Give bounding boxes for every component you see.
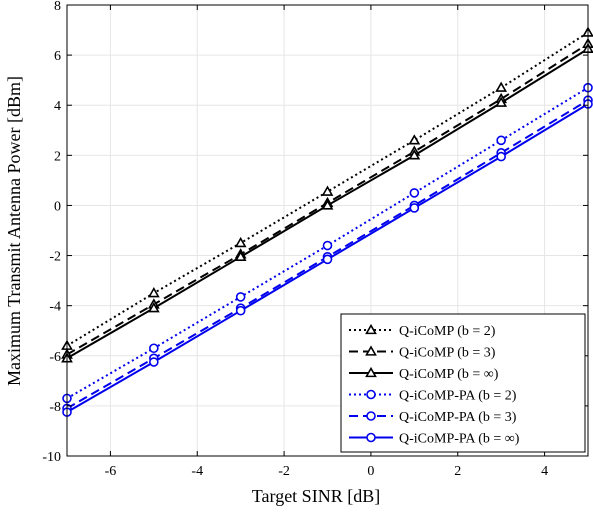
data-point — [234, 236, 247, 248]
legend-item: Q-iCoMP-PA (b = ∞) — [349, 432, 520, 447]
data-point — [408, 134, 421, 145]
x-tick-label: 4 — [541, 464, 548, 479]
y-tick-label: -6 — [49, 350, 61, 365]
y-tick-label: 4 — [54, 99, 61, 114]
legend-label: Q-iCoMP (b = 2) — [399, 324, 496, 339]
data-point — [409, 188, 420, 198]
series-6 — [62, 99, 593, 417]
legend-item: Q-iCoMP (b = 3) — [349, 345, 496, 361]
y-tick-label: -4 — [49, 300, 61, 315]
legend-marker — [366, 411, 376, 421]
data-point — [496, 151, 506, 162]
data-point — [322, 254, 333, 265]
x-tick-label: 0 — [367, 464, 374, 479]
data-point — [149, 343, 159, 354]
legend-item: Q-iCoMP-PA (b = 2) — [349, 389, 517, 404]
legend-label: Q-iCoMP-PA (b = ∞) — [399, 432, 520, 447]
data-point — [409, 203, 420, 213]
x-axis-label: Target SINR [dB] — [252, 486, 380, 506]
data-point — [408, 149, 421, 160]
data-point — [496, 135, 506, 146]
data-point — [321, 199, 334, 210]
series-layer — [61, 26, 593, 417]
series-2 — [61, 37, 593, 359]
legend-marker — [366, 389, 376, 400]
legend-label: Q-iCoMP-PA (b = 3) — [399, 410, 517, 425]
y-axis-label: Maximum Transmit Antenna Power [dBm] — [4, 76, 24, 386]
legend-label: Q-iCoMP-PA (b = 2) — [399, 389, 517, 404]
legend-item: Q-iCoMP (b = 2) — [349, 323, 496, 339]
data-point — [235, 305, 246, 316]
data-point — [147, 287, 160, 298]
legend-item: Q-iCoMP (b = ∞) — [349, 366, 499, 382]
legend-label: Q-iCoMP (b = 3) — [399, 346, 496, 361]
y-tick-label: 8 — [54, 0, 61, 14]
legend-label: Q-iCoMP (b = ∞) — [399, 367, 499, 382]
legend-marker — [365, 366, 377, 378]
data-point — [234, 250, 247, 261]
y-tick-label: 2 — [54, 149, 61, 164]
legend: Q-iCoMP (b = 2) Q-iCoMP (b = 3) Q-iCoMP (b… — [340, 313, 586, 453]
y-tick-label: -10 — [42, 450, 61, 465]
data-point — [235, 292, 246, 302]
data-point — [149, 357, 159, 367]
x-tick-label: -4 — [191, 464, 203, 479]
legend-marker — [366, 432, 376, 443]
legend-box — [340, 313, 586, 453]
legend-item: Q-iCoMP-PA (b = 3) — [349, 410, 517, 425]
data-point — [495, 81, 508, 92]
y-tick-label: -2 — [49, 250, 61, 265]
data-point — [495, 96, 508, 107]
y-tick-label: 0 — [54, 199, 61, 214]
series-1 — [61, 26, 593, 350]
x-tick-label: 2 — [454, 464, 461, 479]
data-point — [321, 185, 334, 196]
data-point — [322, 240, 333, 251]
plot-frame — [66, 4, 589, 457]
y-tick-label: 6 — [54, 49, 61, 64]
x-tick-label: -6 — [105, 464, 117, 479]
y-tick-label: -8 — [49, 400, 61, 415]
data-point — [147, 302, 160, 313]
legend-marker — [365, 345, 377, 356]
x-tick-label: -2 — [278, 464, 290, 479]
legend-marker — [365, 323, 377, 335]
ticks: -6 -4 -2 0 2 4 -10 -8 -6 -4 -2 0 2 4 6 8 — [42, 0, 588, 479]
